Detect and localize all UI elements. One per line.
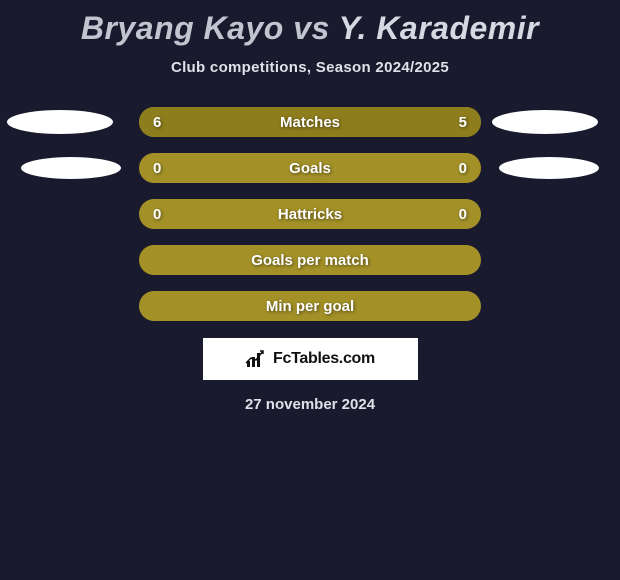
stat-value-left: 0 [153,206,161,223]
stat-value-left: 6 [153,114,161,131]
stat-row-goals: 0 Goals 0 [0,152,620,184]
player1-name: Bryang Kayo [81,10,284,46]
stat-value-right: 5 [459,114,467,131]
logo-box: FcTables.com [203,338,418,380]
player2-name: Y. Karademir [339,10,539,46]
stat-bar: 0 Goals 0 [139,153,481,183]
stat-row-gpm: Goals per match [0,244,620,276]
stats-container: 6 Matches 5 0 Goals 0 0 Hattricks 0 Goal… [0,106,620,322]
stat-label: Min per goal [266,298,354,315]
stat-bar: Goals per match [139,245,481,275]
team-ellipse-left [7,110,113,134]
stat-label: Hattricks [278,206,342,223]
stat-value-right: 0 [459,206,467,223]
vs-label: vs [293,10,330,46]
subtitle: Club competitions, Season 2024/2025 [0,59,620,76]
stat-value-right: 0 [459,160,467,177]
team-ellipse-right [492,110,598,134]
stat-row-hattricks: 0 Hattricks 0 [0,198,620,230]
comparison-title: Bryang Kayo vs Y. Karademir [0,0,620,47]
stat-bar: 6 Matches 5 [139,107,481,137]
team-ellipse-right [499,157,599,179]
stat-label: Goals per match [251,252,369,269]
stat-value-left: 0 [153,160,161,177]
stat-bar: Min per goal [139,291,481,321]
chart-icon [245,349,267,369]
logo-text: FcTables.com [273,350,375,368]
team-ellipse-left [21,157,121,179]
stat-row-matches: 6 Matches 5 [0,106,620,138]
stat-row-mpg: Min per goal [0,290,620,322]
stat-bar: 0 Hattricks 0 [139,199,481,229]
stat-label: Goals [289,160,331,177]
date-label: 27 november 2024 [0,396,620,413]
stat-label: Matches [280,114,340,131]
